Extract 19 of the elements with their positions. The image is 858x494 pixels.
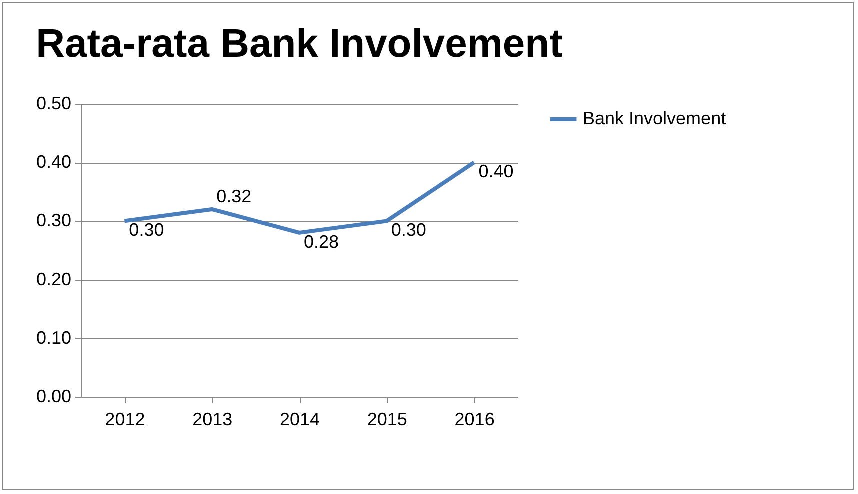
- y-tick-label: 0.00: [36, 386, 72, 406]
- legend-label: Bank Involvement: [583, 108, 726, 128]
- y-tick-label: 0.40: [36, 152, 72, 172]
- x-tick-label: 2015: [367, 410, 408, 430]
- x-tick-label: 2014: [280, 410, 320, 430]
- chart-title: Rata-rata Bank Involvement: [36, 22, 563, 66]
- y-tick-label: 0.20: [36, 269, 72, 290]
- data-label: 0.40: [478, 162, 514, 182]
- line-series: [122, 160, 476, 235]
- data-label: 0.30: [391, 220, 426, 240]
- data-label: 0.28: [304, 232, 340, 252]
- x-tick-label: 2013: [192, 410, 233, 430]
- data-label: 0.32: [216, 186, 252, 206]
- y-tick-label: 0.10: [36, 328, 72, 348]
- data-label: 0.30: [129, 220, 164, 240]
- y-tick-label: 0.50: [36, 94, 72, 114]
- x-tick-label: 2016: [454, 410, 495, 430]
- y-tick-label: 0.30: [36, 210, 72, 231]
- x-tick-label: 2012: [105, 410, 146, 430]
